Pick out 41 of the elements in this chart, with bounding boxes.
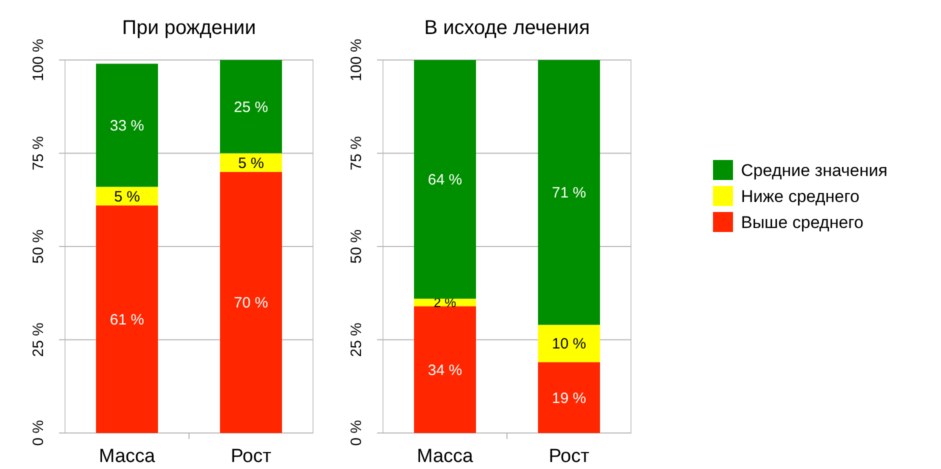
data-label: 34 % <box>428 362 462 379</box>
data-label: 33 % <box>110 118 144 135</box>
data-label: 70 % <box>234 294 268 312</box>
bar <box>414 60 476 299</box>
x-tick-label: Рост <box>230 446 272 467</box>
data-label: 64 % <box>428 172 462 189</box>
bar <box>414 306 476 433</box>
data-label: 25 % <box>234 98 268 116</box>
y-tick-label: 0 % <box>30 420 47 446</box>
chart-title: При рождении <box>122 17 256 39</box>
y-tick-label: 50 % <box>348 229 365 264</box>
data-label: 5 % <box>114 188 140 206</box>
data-label: 61 % <box>110 311 144 328</box>
bar <box>96 186 158 206</box>
bar <box>96 205 158 433</box>
bar <box>220 172 282 433</box>
bar <box>96 64 158 187</box>
bar <box>220 60 282 154</box>
bar <box>538 362 600 433</box>
x-tick-label: Масса <box>416 446 474 467</box>
y-tick-label: 100 % <box>30 38 47 82</box>
legend-label: Выше среднего <box>741 212 864 232</box>
data-label: 5 % <box>238 154 264 172</box>
x-tick-label: Масса <box>98 446 156 467</box>
y-tick-label: 25 % <box>30 322 47 357</box>
legend-label: Ниже среднего <box>741 186 860 206</box>
data-label: 71 % <box>552 184 586 202</box>
y-tick-label: 0 % <box>348 420 365 446</box>
y-tick-label: 75 % <box>30 136 47 170</box>
bar <box>538 324 600 362</box>
data-label: 19 % <box>552 390 586 407</box>
bar <box>220 153 282 172</box>
y-tick-label: 100 % <box>348 38 365 82</box>
x-tick-label: Рост <box>548 446 590 467</box>
y-tick-label: 25 % <box>348 322 365 357</box>
legend-label: Средние значения <box>741 160 888 180</box>
y-tick-label: 50 % <box>30 229 47 264</box>
chart-title: В исходе лечения <box>424 17 590 39</box>
y-tick-label: 75 % <box>348 136 365 170</box>
data-label: 10 % <box>552 336 586 353</box>
bar <box>538 60 600 325</box>
